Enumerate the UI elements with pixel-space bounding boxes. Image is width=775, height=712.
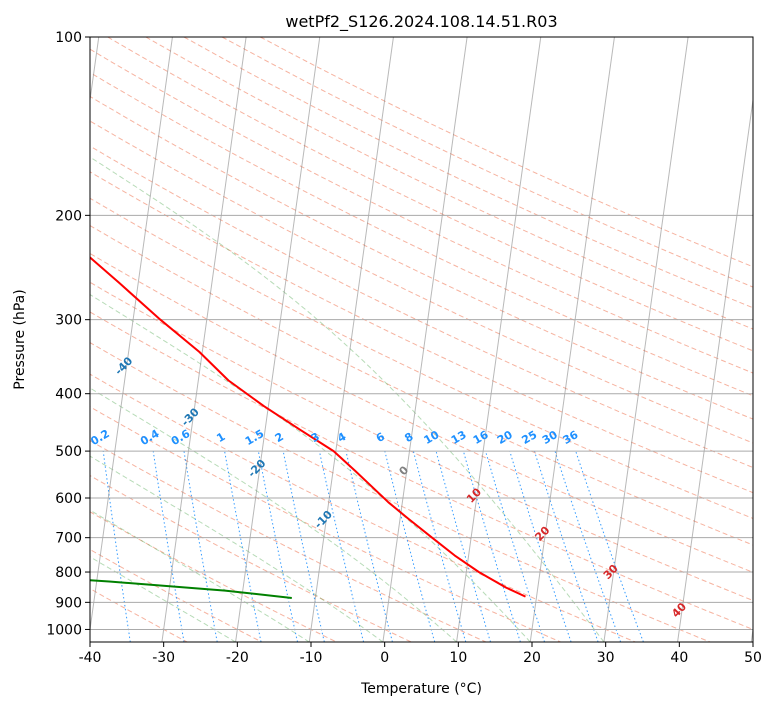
mixing-ratio-line — [184, 451, 217, 642]
isotherm-label: 20 — [532, 524, 552, 544]
y-tick-label: 500 — [55, 444, 82, 460]
y-tick-label: 900 — [55, 595, 82, 611]
dry-adiabat — [0, 37, 342, 644]
mixing-ratio-label: 1 — [214, 430, 227, 445]
isotherm — [456, 37, 541, 644]
y-tick-label: 700 — [55, 531, 82, 547]
mixing-ratio-label: 20 — [495, 428, 515, 447]
y-tick-label: 300 — [55, 313, 82, 329]
isotherm — [530, 37, 615, 644]
dry-adiabat — [31, 37, 775, 644]
dry-adiabat — [0, 37, 775, 644]
isotherm-label: -60 — [0, 252, 3, 276]
dry-adiabat — [0, 37, 775, 644]
mixing-ratio-label: 36 — [561, 428, 581, 447]
y-tick-label: 400 — [55, 387, 82, 403]
y-tick-label: 800 — [55, 565, 82, 581]
mixing-ratio-line — [258, 451, 297, 642]
mixing-ratio-line — [576, 451, 644, 642]
dry-adiabat — [0, 37, 491, 644]
moist-adiabat — [0, 37, 604, 642]
y-tick-label: 1000 — [46, 622, 82, 638]
mixing-ratio-label: 25 — [520, 428, 540, 447]
mixing-ratio-line — [535, 451, 599, 642]
dry-adiabat — [108, 37, 775, 644]
isotherm-label: -20 — [245, 456, 268, 480]
isotherm — [677, 37, 762, 644]
x-tick-label: -10 — [300, 650, 323, 666]
dry-adiabat — [0, 37, 641, 644]
isotherm — [309, 37, 394, 644]
isotherm — [383, 37, 468, 644]
isotherm-label: 30 — [601, 562, 621, 582]
dry-adiabat — [0, 37, 775, 644]
mixing-ratio-line — [346, 451, 392, 642]
isotherm — [88, 37, 173, 644]
mixing-ratio-label: 8 — [402, 430, 415, 445]
x-tick-label: 40 — [670, 650, 688, 666]
plot-frame — [90, 37, 753, 642]
mixing-ratio-label: 10 — [422, 428, 442, 447]
dry-adiabat — [0, 37, 566, 644]
y-tick-label: 200 — [55, 208, 82, 224]
dry-adiabat — [0, 37, 775, 644]
mixing-ratio-line — [283, 451, 324, 642]
isotherm — [604, 37, 689, 644]
mixing-ratio-label: 16 — [471, 428, 491, 447]
dry-adiabat — [0, 37, 775, 644]
mixing-ratio-label: 30 — [540, 428, 560, 447]
dry-adiabat — [70, 37, 775, 644]
dry-adiabat — [0, 37, 775, 644]
mixing-ratio-line — [510, 451, 571, 642]
dewpoint-line — [0, 37, 292, 598]
x-tick-label: 20 — [523, 650, 541, 666]
dry-adiabat — [0, 37, 775, 644]
dry-adiabat — [0, 37, 267, 644]
temperature-line — [6, 37, 526, 597]
x-tick-label: 0 — [380, 650, 389, 666]
mixing-ratio-line — [463, 451, 520, 642]
y-axis-label: Pressure (hPa) — [12, 289, 28, 389]
y-tick-label: 600 — [55, 491, 82, 507]
x-tick-label: 50 — [744, 650, 762, 666]
isotherm-label: 10 — [464, 485, 484, 505]
mixing-ratio-line — [153, 451, 184, 642]
mixing-ratio-line — [486, 451, 545, 642]
x-tick-label: -20 — [226, 650, 249, 666]
x-axis-label: Temperature (°C) — [360, 681, 482, 697]
dry-adiabat — [0, 37, 716, 644]
mixing-ratio-label: 2 — [273, 430, 286, 445]
dry-adiabat — [0, 37, 775, 644]
moist-adiabat — [0, 37, 236, 642]
dry-adiabat — [0, 37, 775, 644]
dry-adiabat — [184, 37, 775, 644]
moist-adiabat — [0, 37, 309, 642]
mixing-ratio-label: 13 — [449, 428, 469, 447]
isotherm — [751, 37, 775, 644]
isotherm — [162, 37, 247, 644]
mixing-ratio-label: 0.2 — [88, 427, 111, 448]
mixing-ratio-label: 6 — [374, 430, 387, 445]
y-tick-label: 100 — [55, 30, 82, 46]
mixing-ratio-line — [413, 451, 465, 642]
mixing-ratio-line — [225, 451, 261, 642]
isotherm-label: 0 — [397, 463, 412, 478]
x-tick-label: -30 — [152, 650, 175, 666]
mixing-ratio-line — [319, 451, 363, 642]
dry-adiabat — [260, 37, 775, 644]
dry-adiabat — [146, 37, 775, 644]
x-tick-label: 30 — [597, 650, 615, 666]
dry-adiabat — [0, 37, 416, 644]
isotherm-label: -40 — [112, 354, 135, 378]
chart-title: wetPf2_S126.2024.108.14.51.R03 — [285, 12, 557, 32]
isotherm-label: 40 — [669, 600, 689, 620]
x-tick-label: 10 — [449, 650, 467, 666]
x-tick-label: -40 — [79, 650, 102, 666]
mixing-ratio-line — [103, 451, 130, 642]
